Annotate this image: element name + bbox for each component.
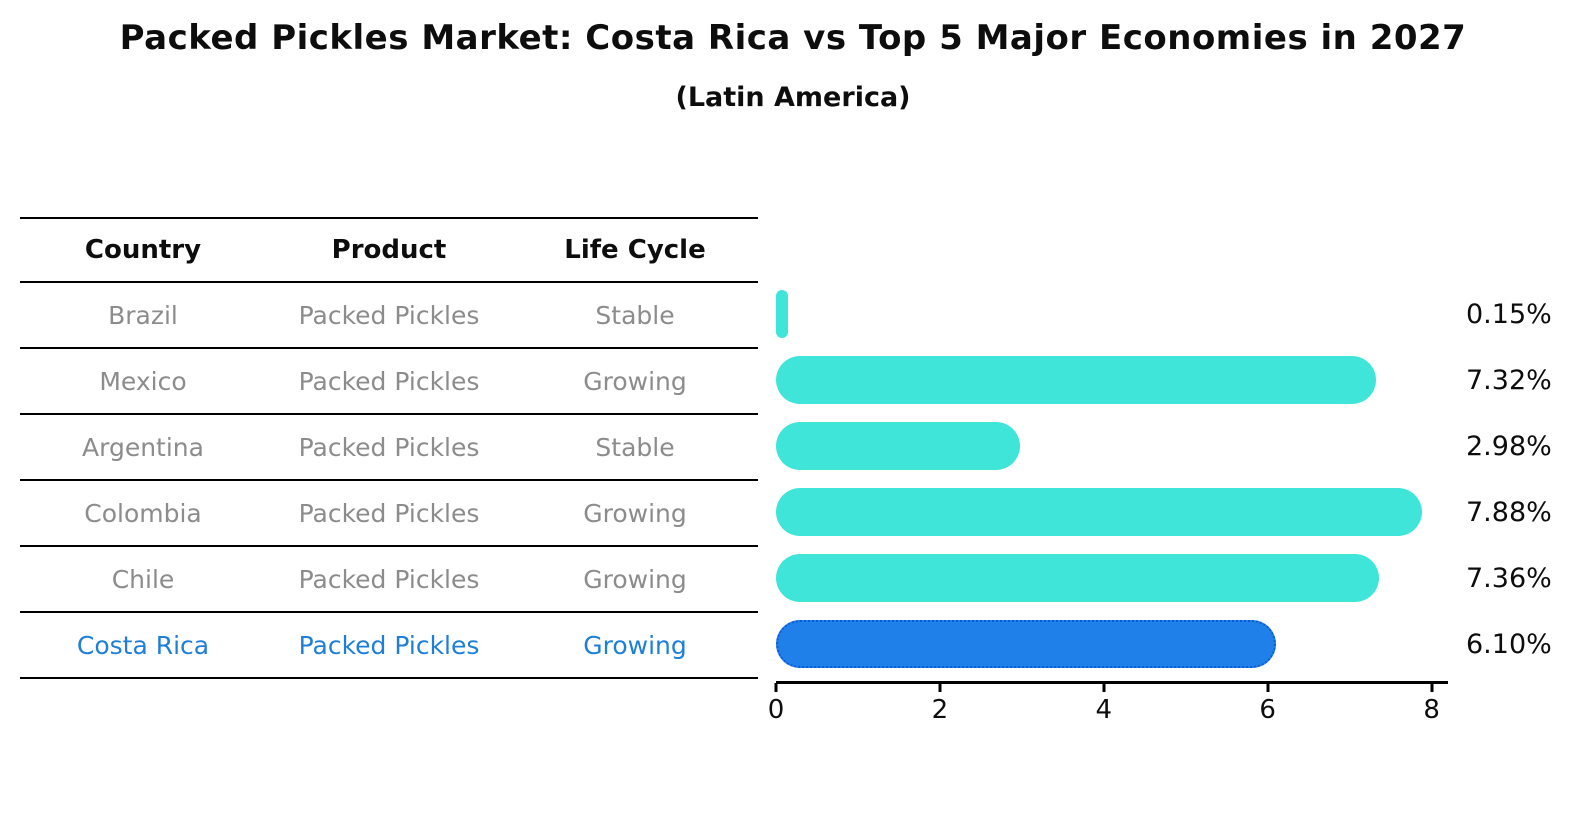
col-header-country: Country	[84, 235, 202, 265]
bars-area: 0.15% 7.32% 2.98% 7.88% 7.36% 6.10%	[776, 281, 1586, 677]
x-axis-tick-mark	[1266, 683, 1270, 692]
x-axis: 0 2 4 6 8	[768, 681, 1448, 729]
col-header-lifecycle: Life Cycle	[564, 235, 706, 265]
bar-row: 7.88%	[776, 479, 1586, 545]
bar	[776, 488, 1422, 536]
bar-value-label: 2.98%	[1466, 430, 1552, 462]
cell-lifecycle: Stable	[595, 300, 675, 330]
table-body: Brazil Packed Pickles Stable Mexico Pack…	[20, 282, 758, 678]
cell-lifecycle: Growing	[583, 564, 687, 594]
x-axis-tick-label: 8	[1423, 695, 1440, 725]
col-header-product: Product	[331, 235, 447, 265]
data-table: Country Product Life Cycle Brazil Packed…	[20, 217, 758, 679]
x-axis-tick-mark	[774, 683, 778, 692]
bar-row: 0.15%	[776, 281, 1586, 347]
bar-value-label: 6.10%	[1466, 628, 1552, 660]
bar-track	[776, 620, 1448, 668]
x-axis-tick-label: 0	[767, 695, 785, 725]
cell-country: Mexico	[99, 366, 187, 396]
table-header-row: Country Product Life Cycle	[20, 218, 758, 282]
table-row: Colombia Packed Pickles Growing	[20, 480, 758, 546]
bar-track	[776, 422, 1448, 470]
cell-lifecycle: Growing	[583, 498, 687, 528]
cell-product: Packed Pickles	[298, 630, 480, 660]
bar	[776, 554, 1380, 602]
content-area: Country Product Life Cycle Brazil Packed…	[0, 217, 1586, 729]
x-axis-tick-mark	[938, 683, 942, 692]
cell-country: Costa Rica	[76, 630, 210, 660]
x-axis-tick-mark	[1102, 683, 1106, 692]
cell-lifecycle: Stable	[595, 432, 675, 462]
page-subtitle: (Latin America)	[675, 82, 911, 113]
bar-row: 6.10%	[776, 611, 1586, 677]
bar-track	[776, 290, 1448, 338]
country-table: Country Product Life Cycle Brazil Packed…	[20, 217, 758, 679]
cell-country: Brazil	[108, 300, 178, 330]
x-axis-tick-label: 6	[1259, 695, 1276, 725]
x-axis-tick-mark	[1430, 683, 1434, 692]
cell-product: Packed Pickles	[298, 366, 480, 396]
cell-lifecycle: Growing	[583, 630, 687, 660]
bar-value-label: 7.32%	[1466, 364, 1552, 396]
table-row: Costa Rica Packed Pickles Growing	[20, 612, 758, 678]
bar	[776, 620, 1276, 668]
bar-row: 7.32%	[776, 347, 1586, 413]
bar	[776, 356, 1376, 404]
bar-row: 2.98%	[776, 413, 1586, 479]
cell-product: Packed Pickles	[298, 300, 480, 330]
bar-chart: 0.15% 7.32% 2.98% 7.88% 7.36% 6.10%	[768, 217, 1586, 729]
bar-track	[776, 356, 1448, 404]
x-axis-tick-label: 2	[931, 695, 949, 725]
table-row: Argentina Packed Pickles Stable	[20, 414, 758, 480]
x-axis-tick-label: 4	[1095, 695, 1113, 725]
bar-track	[776, 488, 1448, 536]
bar-value-label: 7.88%	[1466, 496, 1552, 528]
cell-country: Colombia	[84, 498, 202, 528]
cell-product: Packed Pickles	[298, 498, 480, 528]
cell-product: Packed Pickles	[298, 564, 480, 594]
bar	[776, 290, 789, 338]
bar-value-label: 7.36%	[1466, 562, 1552, 594]
x-axis-line	[776, 681, 1448, 684]
cell-country: Argentina	[82, 432, 204, 462]
cell-lifecycle: Growing	[583, 366, 687, 396]
cell-product: Packed Pickles	[298, 432, 480, 462]
bar-row: 7.36%	[776, 545, 1586, 611]
bar-value-label: 0.15%	[1466, 298, 1552, 330]
bar	[776, 422, 1021, 470]
bar-track	[776, 554, 1448, 602]
table-row: Brazil Packed Pickles Stable	[20, 282, 758, 348]
cell-country: Chile	[111, 564, 175, 594]
table-row: Chile Packed Pickles Growing	[20, 546, 758, 612]
table-row: Mexico Packed Pickles Growing	[20, 348, 758, 414]
page-title: Packed Pickles Market: Costa Rica vs Top…	[119, 18, 1467, 58]
